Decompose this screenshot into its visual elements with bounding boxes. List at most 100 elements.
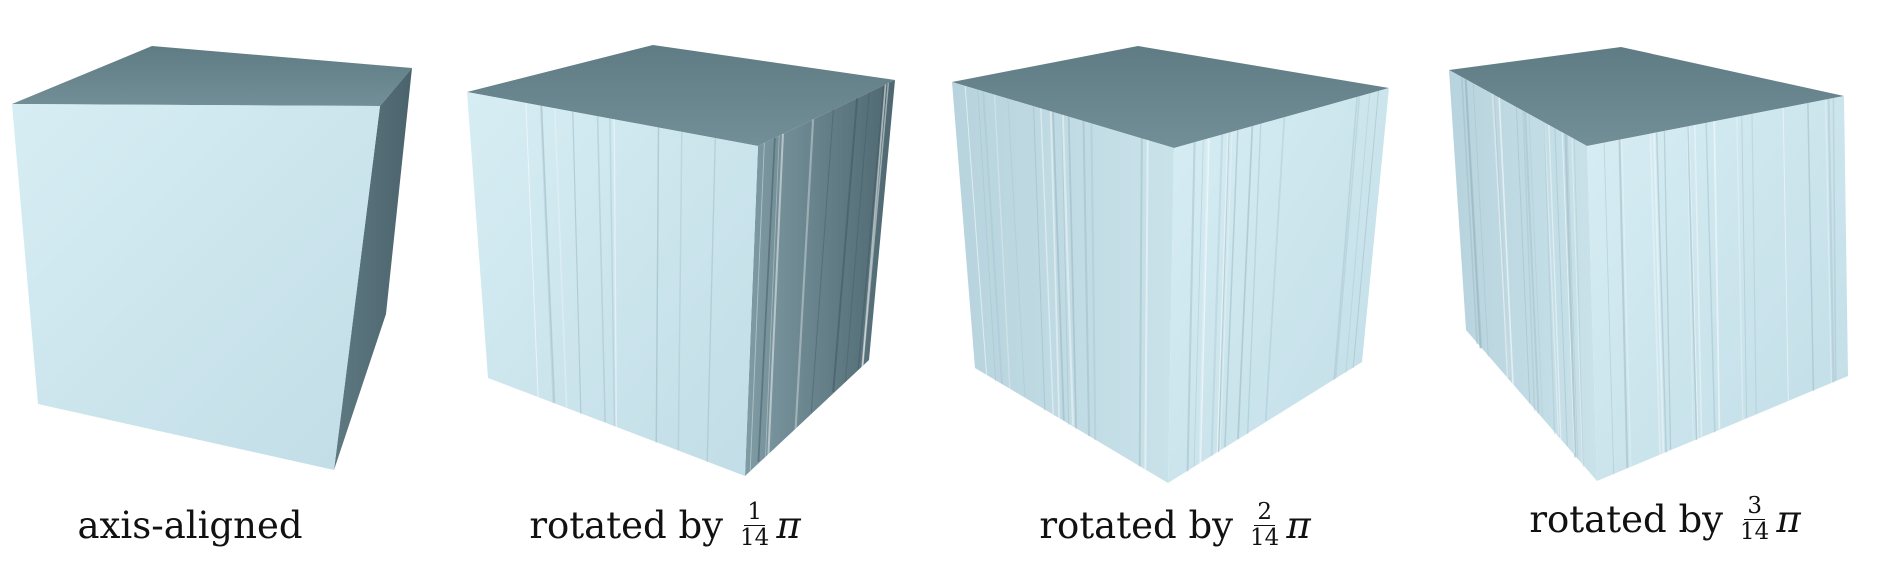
- surface-wrinkles: [964, 85, 1380, 472]
- wrinkle-line: [964, 85, 988, 375]
- cube-front-face: [12, 104, 380, 470]
- wrinkle-line: [1224, 130, 1239, 448]
- wrinkle-line: [1186, 142, 1196, 472]
- wrinkle-line: [1345, 93, 1371, 373]
- wrinkle-line: [1705, 122, 1716, 433]
- surface-wrinkles: [525, 83, 890, 471]
- wrinkle-line: [982, 91, 1003, 385]
- wrinkle-line: [1472, 83, 1489, 357]
- caption-rotated-1: rotated by 1 14 π: [500, 490, 830, 560]
- wrinkle-line: [1653, 132, 1665, 454]
- wrinkle-line: [1491, 93, 1510, 378]
- cube-left-face: [1449, 70, 1597, 481]
- wrinkle-line: [596, 116, 606, 422]
- wrinkle-line: [1656, 132, 1667, 453]
- wrinkle-line: [857, 85, 885, 370]
- wrinkle-line: [1498, 97, 1514, 385]
- wrinkle-line: [1621, 139, 1632, 467]
- cube-side-face: [745, 80, 895, 476]
- wrinkle-line: [655, 127, 660, 443]
- wrinkle-line: [1049, 111, 1061, 420]
- fraction-denominator: 14: [1740, 518, 1770, 545]
- wrinkle-line: [1264, 117, 1286, 421]
- wrinkle-line: [1571, 137, 1583, 465]
- fraction-denominator: 14: [740, 524, 770, 551]
- wrinkle-line: [609, 118, 616, 427]
- wrinkle-line: [1528, 114, 1543, 418]
- wrinkle-line: [1067, 116, 1078, 429]
- wrinkle-line: [1524, 111, 1540, 414]
- wrinkle-line: [1687, 126, 1698, 440]
- wrinkle-line: [861, 84, 887, 369]
- wrinkle-line: [749, 142, 765, 471]
- wrinkle-line: [677, 131, 683, 451]
- wrinkle-line: [1566, 135, 1579, 460]
- caption-text: rotated by: [1039, 503, 1234, 547]
- wrinkle-line: [862, 83, 890, 366]
- wrinkle-line: [1334, 96, 1361, 379]
- wrinkle-line: [1144, 140, 1149, 470]
- wrinkle-line: [1237, 126, 1254, 439]
- wrinkle-line: [977, 89, 997, 382]
- wrinkle-line: [1061, 114, 1070, 425]
- caption-text: axis-aligned: [77, 503, 303, 547]
- wrinkle-line: [810, 109, 834, 413]
- wrinkle-line: [1138, 138, 1143, 467]
- caption-fraction: 3 14: [1737, 494, 1772, 543]
- wrinkle-line: [832, 98, 859, 393]
- wrinkle-line: [993, 94, 1011, 391]
- wrinkle-line: [1199, 138, 1210, 464]
- fraction-numerator: 2: [1254, 500, 1275, 526]
- fraction-denominator: 14: [1250, 524, 1280, 551]
- wrinkle-line: [1832, 98, 1837, 381]
- cube-top-face: [952, 46, 1389, 148]
- wrinkle-line: [1333, 96, 1358, 380]
- wrinkle-line: [1543, 122, 1556, 435]
- cube-top-face: [12, 46, 412, 106]
- wrinkle-line: [1061, 114, 1074, 426]
- wrinkle-line: [757, 137, 776, 462]
- wrinkle-line: [1464, 79, 1483, 349]
- wrinkle-line: [1246, 123, 1262, 435]
- wrinkle-line: [539, 105, 555, 403]
- wrinkle-line: [1741, 115, 1748, 418]
- wrinkle-line: [1352, 90, 1380, 368]
- wrinkle-line: [1603, 142, 1615, 475]
- cube-rotated-2: [952, 46, 1389, 483]
- cube-left-face: [952, 82, 1174, 483]
- caption-rotated-2: rotated by 2 14 π: [1010, 490, 1340, 560]
- wrinkle-line: [1686, 126, 1694, 441]
- wrinkle-line: [1694, 125, 1703, 437]
- pi-symbol: π: [1286, 503, 1311, 547]
- wrinkle-line: [1090, 123, 1097, 441]
- wrinkle-line: [706, 138, 717, 462]
- cube-side-face: [334, 68, 412, 470]
- wrinkle-line: [1216, 132, 1229, 453]
- wrinkle-line: [540, 105, 556, 404]
- wrinkle-line: [1210, 134, 1224, 456]
- wrinkle-line: [1713, 121, 1721, 430]
- cube-top-face: [467, 45, 895, 146]
- wrinkle-line: [1522, 110, 1536, 412]
- wrinkle-line: [1219, 131, 1233, 451]
- wrinkle-line: [525, 102, 539, 398]
- caption-rotated-3: rotated by 3 14 π: [1500, 484, 1830, 554]
- wrinkle-line: [1751, 113, 1757, 414]
- wrinkle-line: [1649, 133, 1661, 456]
- wrinkle-line: [1543, 122, 1560, 435]
- wrinkle-line: [1515, 107, 1531, 404]
- cube-rotated-3: [1449, 47, 1848, 481]
- fraction-numerator: 1: [744, 500, 765, 526]
- caption-text: rotated by: [529, 503, 724, 547]
- wrinkle-line: [1052, 112, 1065, 421]
- wrinkle-line: [1493, 94, 1510, 380]
- wrinkle-line: [1007, 98, 1026, 397]
- wrinkle-line: [844, 92, 870, 382]
- wrinkle-line: [1827, 98, 1835, 383]
- wrinkle-line: [613, 119, 618, 428]
- pi-symbol: π: [776, 503, 801, 547]
- wrinkle-line: [1564, 134, 1577, 458]
- caption-text: rotated by: [1529, 497, 1724, 541]
- wrinkle-line: [554, 108, 568, 408]
